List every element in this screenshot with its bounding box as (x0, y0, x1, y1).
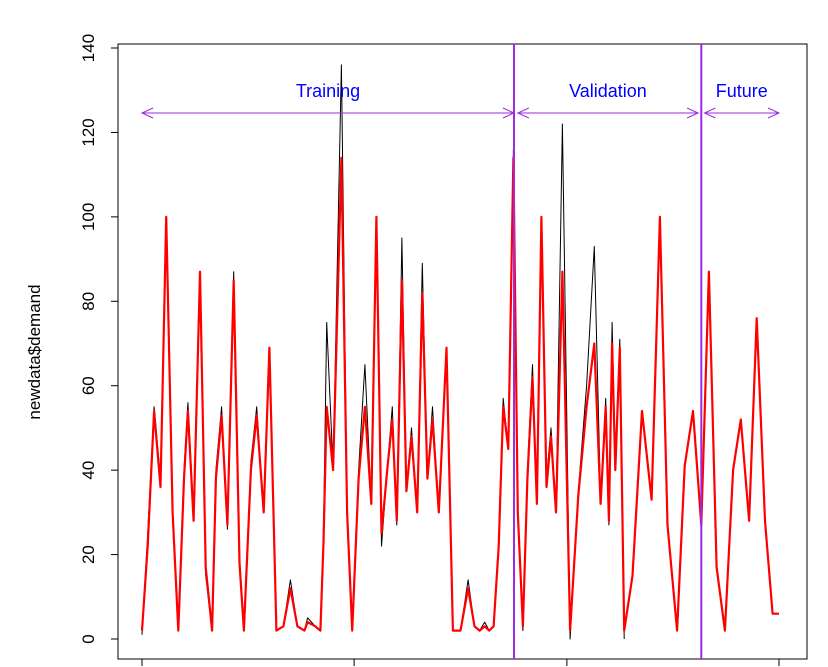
y-tick-label: 0 (79, 634, 98, 643)
x-axis (141, 658, 780, 666)
y-axis: 0 20 40 60 80 100 120 140 (79, 34, 119, 644)
y-tick-label: 100 (79, 203, 98, 231)
y-tick-label: 40 (79, 461, 98, 480)
arrowhead-right (767, 107, 781, 119)
annotation-layer: Training Validation Future (140, 81, 781, 119)
arrowhead-left (516, 107, 530, 119)
y-tick-label: 80 (79, 292, 98, 311)
y-axis-label: newdata$demand (25, 284, 44, 419)
plot-frame (117, 43, 808, 660)
arrowhead-left (140, 107, 154, 119)
series-layer (140, 64, 779, 640)
y-tick-label: 120 (79, 118, 98, 146)
y-tick-label: 60 (79, 376, 98, 395)
annotation-label: Validation (569, 81, 647, 101)
arrowhead-left (703, 107, 716, 119)
arrowhead-right (686, 107, 700, 119)
y-tick-label: 140 (79, 34, 98, 62)
arrowhead-right (502, 107, 516, 119)
annotation-label: Training (296, 81, 360, 101)
y-tick-label: 20 (79, 545, 98, 564)
divider-layer (513, 44, 703, 659)
annotation-label: Future (716, 81, 768, 101)
series-line-fitted (140, 156, 779, 632)
